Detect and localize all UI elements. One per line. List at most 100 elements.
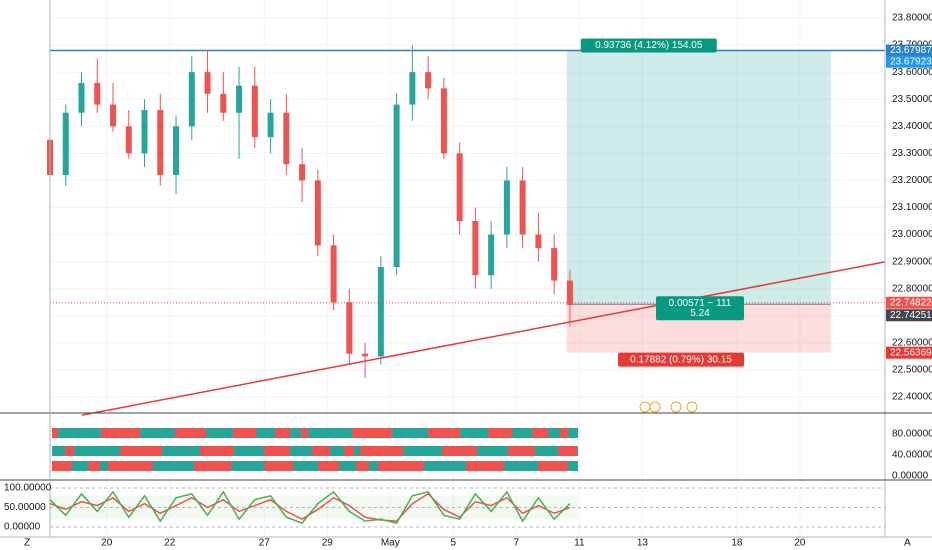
- target-label-bg: [580, 38, 717, 53]
- x-tick-label: 18: [731, 538, 743, 549]
- signal-stripe: [488, 428, 512, 438]
- price-tag: 22.74251: [890, 310, 932, 321]
- signal-stripe: [275, 428, 290, 438]
- x-tick-label: 11: [574, 538, 585, 549]
- signal-stripe: [504, 461, 538, 471]
- y-tick-label: 23.10000: [892, 202, 932, 213]
- target-label: 0.93736 (4.12%) 154.05: [595, 40, 703, 51]
- price-tag-bg: [886, 309, 932, 322]
- candle-body: [220, 93, 227, 113]
- candle-body: [94, 82, 101, 105]
- candle-body: [425, 72, 432, 89]
- candle-body: [125, 126, 132, 154]
- signal-stripe: [74, 446, 120, 456]
- stop-label: 0.17882 (0.79%) 30.15: [630, 354, 732, 365]
- right-axis-label: A: [904, 538, 911, 549]
- candle-body: [440, 88, 447, 154]
- signal-stripe: [466, 461, 504, 471]
- price-tag: 22.56369: [890, 347, 932, 358]
- signal-stripe: [200, 446, 234, 456]
- candle-body: [377, 267, 384, 357]
- signal-stripe: [301, 428, 308, 438]
- price-tag: 22.74822: [890, 297, 932, 308]
- signal-stripe: [360, 446, 403, 456]
- signal-stripe: [233, 428, 256, 438]
- y-tick-label: 23.50000: [892, 94, 932, 105]
- signal-stripe: [512, 428, 532, 438]
- price-tag-bg: [886, 346, 932, 359]
- y-tick-label: 23.60000: [892, 67, 932, 78]
- stoch-k: [49, 490, 571, 524]
- trend-line: [81, 261, 886, 416]
- x-tick-label: 13: [637, 538, 649, 549]
- candle-body: [535, 234, 542, 249]
- x-tick-label: 20: [794, 538, 806, 549]
- x-tick-label: 27: [259, 538, 271, 549]
- y-tick-label: 22.50000: [892, 365, 932, 376]
- event-icon: [649, 401, 661, 413]
- x-tick-label: 20: [101, 538, 113, 549]
- signal-stripe: [88, 461, 100, 471]
- price-tag-bg: [886, 296, 932, 309]
- signal-stripe: [339, 461, 356, 471]
- signal-stripe: [424, 461, 466, 471]
- signal-stripe: [312, 446, 330, 456]
- y-tick-label: 23.20000: [892, 175, 932, 186]
- signal-stripe: [568, 461, 578, 471]
- y-tick-label: 23.40000: [892, 121, 932, 132]
- candle-body: [173, 126, 180, 176]
- signal-stripe: [356, 461, 369, 471]
- candle-body: [503, 180, 510, 235]
- stop-label-bg: [618, 352, 744, 367]
- signal-stripe: [290, 446, 312, 456]
- signal-stripe: [560, 428, 568, 438]
- signal-stripe: [206, 428, 233, 438]
- signal-stripe: [290, 428, 301, 438]
- signal-stripe: [428, 428, 460, 438]
- signal-stripe: [577, 446, 578, 456]
- signal-stripe: [52, 428, 58, 438]
- candle-body: [314, 180, 321, 246]
- signal-stripe: [140, 428, 175, 438]
- pane2-tick-label: 40.00000: [892, 450, 932, 461]
- signal-stripe: [308, 428, 352, 438]
- signal-stripe: [52, 461, 72, 471]
- left-axis-label: Z: [24, 538, 30, 549]
- y-tick-label: 22.90000: [892, 256, 932, 267]
- signal-stripe: [378, 461, 424, 471]
- candle-body: [472, 221, 479, 276]
- signal-stripe: [101, 428, 140, 438]
- signal-stripe: [175, 428, 206, 438]
- candle-body: [346, 302, 353, 354]
- pane3-tick-label: 50.00000: [4, 502, 46, 513]
- candle-body: [204, 72, 211, 94]
- candle-body: [62, 112, 69, 176]
- signal-stripe: [392, 428, 428, 438]
- signal-stripe: [256, 428, 275, 438]
- signal-stripe: [354, 446, 360, 456]
- candle-body: [267, 112, 274, 138]
- price-tag: 23.67987: [890, 45, 932, 56]
- signal-stripe: [231, 461, 264, 471]
- signal-stripe: [264, 446, 290, 456]
- signal-stripe: [153, 461, 194, 471]
- price-tag-bg: [886, 55, 932, 68]
- signal-stripe: [293, 461, 318, 471]
- signal-stripe: [538, 461, 568, 471]
- signal-stripe: [508, 446, 535, 456]
- signal-stripe: [65, 446, 74, 456]
- signal-stripe: [403, 446, 442, 456]
- candle-body: [283, 112, 290, 165]
- signal-stripe: [264, 461, 293, 471]
- y-tick-label: 22.80000: [892, 283, 932, 294]
- signal-stripe: [532, 428, 548, 438]
- signal-stripe: [194, 461, 231, 471]
- price-tag-bg: [886, 44, 932, 57]
- pane3-tick-label: 0.00000: [4, 522, 41, 533]
- candle-body: [188, 72, 195, 127]
- candle-body: [236, 85, 243, 113]
- x-tick-label: 5: [451, 538, 457, 549]
- x-tick-label: 29: [322, 538, 334, 549]
- signal-stripe: [162, 446, 200, 456]
- y-tick-label: 22.40000: [892, 392, 932, 403]
